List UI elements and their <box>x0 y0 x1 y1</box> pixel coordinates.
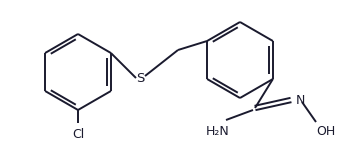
Text: N: N <box>296 93 306 106</box>
Text: S: S <box>136 71 144 84</box>
Text: H₂N: H₂N <box>206 125 230 138</box>
Text: Cl: Cl <box>72 128 84 141</box>
Text: OH: OH <box>316 125 335 138</box>
